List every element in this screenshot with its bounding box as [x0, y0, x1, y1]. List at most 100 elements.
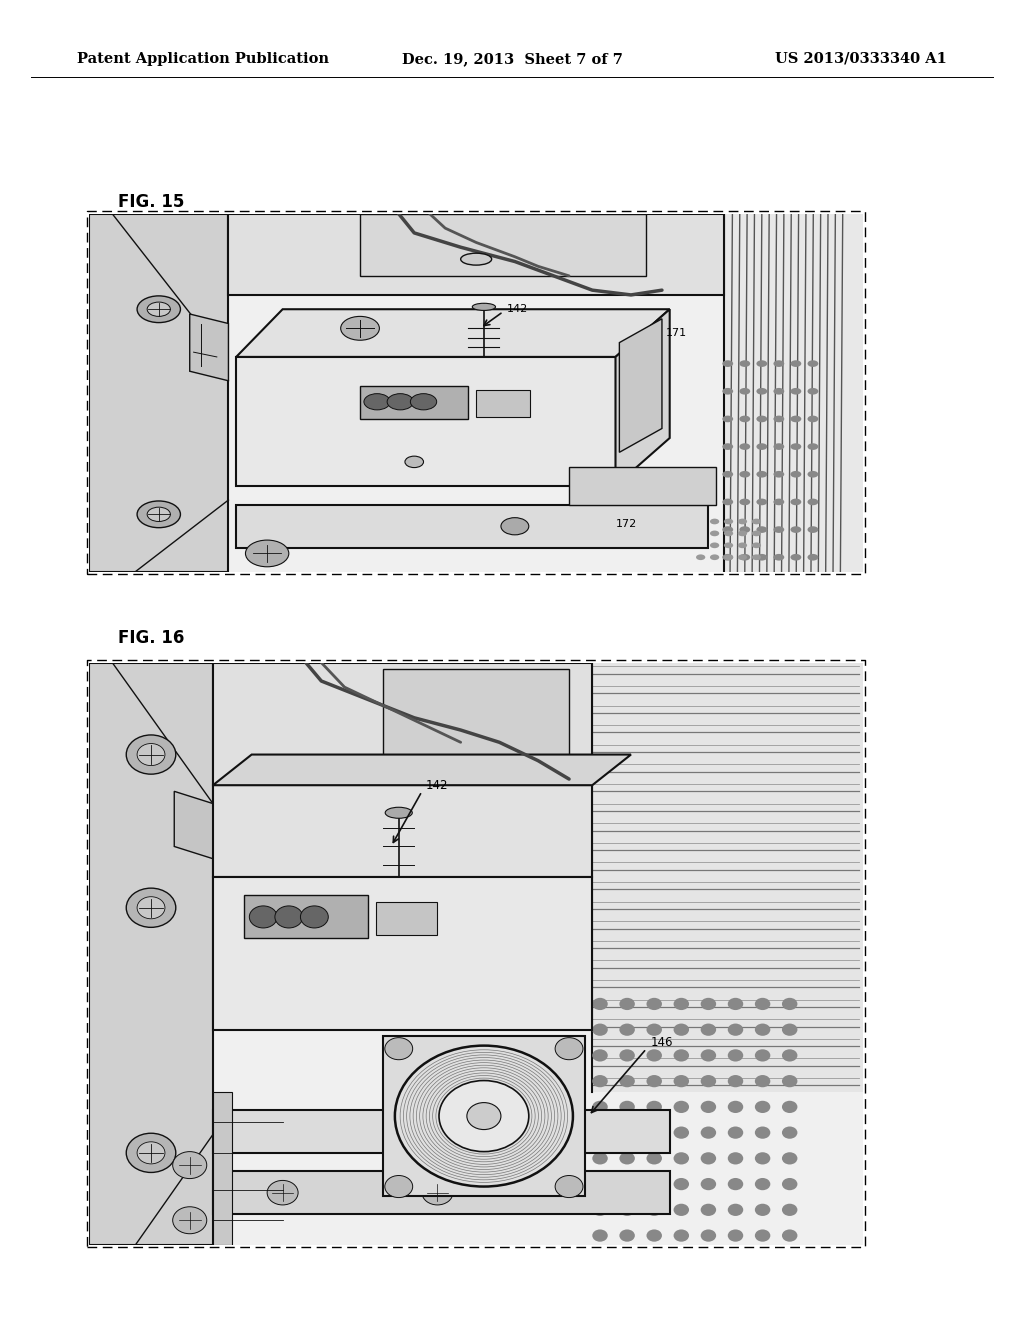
Circle shape — [722, 388, 733, 395]
Circle shape — [808, 444, 818, 450]
Circle shape — [782, 1204, 798, 1216]
Circle shape — [646, 1101, 662, 1113]
Circle shape — [620, 1049, 635, 1061]
Circle shape — [728, 1229, 743, 1242]
Circle shape — [385, 1176, 413, 1197]
Circle shape — [808, 360, 818, 367]
Circle shape — [674, 1074, 689, 1088]
Circle shape — [773, 527, 784, 533]
Polygon shape — [213, 785, 592, 876]
Circle shape — [755, 1023, 770, 1036]
Circle shape — [462, 1121, 490, 1142]
Circle shape — [646, 1177, 662, 1191]
Circle shape — [147, 507, 170, 521]
Circle shape — [620, 1023, 635, 1036]
Circle shape — [722, 527, 733, 533]
Text: FIG. 15: FIG. 15 — [118, 193, 184, 211]
Circle shape — [137, 502, 180, 528]
Circle shape — [267, 1180, 298, 1205]
Circle shape — [773, 471, 784, 478]
Circle shape — [646, 1152, 662, 1164]
Circle shape — [755, 1074, 770, 1088]
Circle shape — [738, 554, 748, 560]
Bar — [244, 895, 368, 939]
Circle shape — [755, 1177, 770, 1191]
Circle shape — [773, 499, 784, 506]
Circle shape — [724, 531, 733, 536]
Circle shape — [739, 416, 751, 422]
Circle shape — [592, 1229, 608, 1242]
Circle shape — [592, 1023, 608, 1036]
Text: 142: 142 — [507, 304, 528, 314]
Text: 142: 142 — [426, 779, 449, 792]
Circle shape — [773, 444, 784, 450]
Circle shape — [173, 1206, 207, 1234]
Circle shape — [757, 444, 767, 450]
Circle shape — [126, 1134, 176, 1172]
Circle shape — [722, 554, 733, 561]
Circle shape — [755, 1126, 770, 1139]
Circle shape — [728, 1074, 743, 1088]
Circle shape — [592, 1152, 608, 1164]
Bar — [213, 1092, 232, 1245]
Circle shape — [137, 1142, 165, 1164]
Circle shape — [674, 1229, 689, 1242]
Text: US 2013/0333340 A1: US 2013/0333340 A1 — [775, 51, 947, 66]
Circle shape — [592, 1126, 608, 1139]
Circle shape — [700, 1126, 716, 1139]
Polygon shape — [569, 467, 716, 504]
Circle shape — [757, 554, 767, 561]
Circle shape — [147, 302, 170, 317]
Circle shape — [592, 1074, 608, 1088]
Circle shape — [501, 517, 528, 535]
Circle shape — [773, 416, 784, 422]
Circle shape — [724, 519, 733, 524]
Circle shape — [722, 471, 733, 478]
Circle shape — [710, 519, 719, 524]
Circle shape — [757, 471, 767, 478]
Bar — [724, 214, 863, 572]
Circle shape — [620, 1204, 635, 1216]
Circle shape — [728, 998, 743, 1010]
Circle shape — [808, 527, 818, 533]
Circle shape — [674, 998, 689, 1010]
Circle shape — [620, 1101, 635, 1113]
Ellipse shape — [461, 253, 492, 265]
Circle shape — [555, 1038, 583, 1060]
Circle shape — [411, 393, 436, 411]
Circle shape — [728, 1049, 743, 1061]
Circle shape — [808, 388, 818, 395]
Polygon shape — [174, 791, 213, 859]
Circle shape — [696, 543, 706, 548]
Circle shape — [757, 360, 767, 367]
Circle shape — [791, 360, 802, 367]
Circle shape — [782, 998, 798, 1010]
Circle shape — [755, 998, 770, 1010]
Circle shape — [755, 1049, 770, 1061]
Circle shape — [808, 416, 818, 422]
Circle shape — [752, 519, 761, 524]
Circle shape — [249, 906, 278, 928]
Circle shape — [773, 554, 784, 561]
Circle shape — [364, 393, 390, 411]
Polygon shape — [213, 876, 592, 1031]
Circle shape — [739, 360, 751, 367]
Circle shape — [592, 1177, 608, 1191]
Circle shape — [782, 1023, 798, 1036]
Circle shape — [439, 1081, 528, 1151]
Circle shape — [755, 1101, 770, 1113]
Circle shape — [739, 554, 751, 561]
Circle shape — [274, 906, 303, 928]
Circle shape — [700, 1101, 716, 1113]
Circle shape — [620, 1074, 635, 1088]
Bar — [376, 902, 437, 936]
Polygon shape — [383, 1036, 585, 1196]
Circle shape — [385, 1038, 413, 1060]
Circle shape — [674, 1152, 689, 1164]
Circle shape — [728, 1204, 743, 1216]
Bar — [383, 669, 569, 755]
Circle shape — [646, 1204, 662, 1216]
Circle shape — [791, 554, 802, 561]
Circle shape — [620, 1177, 635, 1191]
Bar — [360, 385, 468, 418]
